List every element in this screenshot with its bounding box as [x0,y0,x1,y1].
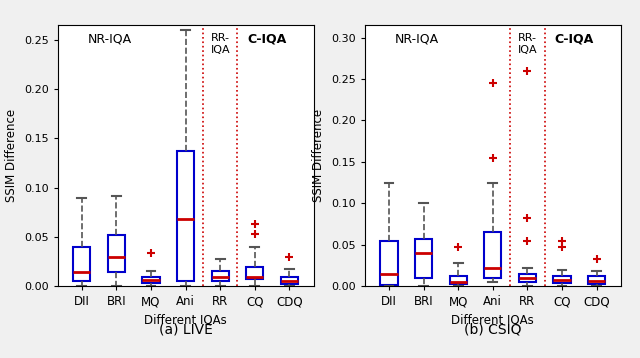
Y-axis label: SSIM Difference: SSIM Difference [312,109,326,202]
PathPatch shape [554,276,571,283]
X-axis label: Different IQAs: Different IQAs [144,314,227,327]
Text: (b) CSIQ: (b) CSIQ [464,322,522,336]
PathPatch shape [177,151,195,281]
PathPatch shape [246,267,264,279]
PathPatch shape [588,276,605,284]
Y-axis label: SSIM Difference: SSIM Difference [5,109,19,202]
PathPatch shape [519,274,536,282]
Text: NR-IQA: NR-IQA [395,33,439,46]
PathPatch shape [212,271,229,281]
PathPatch shape [142,276,159,284]
PathPatch shape [73,247,90,281]
Text: C-IQA: C-IQA [554,33,594,46]
Text: NR-IQA: NR-IQA [88,33,132,46]
Text: (a) LIVE: (a) LIVE [159,322,212,336]
PathPatch shape [415,239,432,278]
Text: C-IQA: C-IQA [247,33,287,46]
Text: RR-
IQA: RR- IQA [518,33,537,54]
PathPatch shape [449,276,467,284]
PathPatch shape [281,276,298,284]
PathPatch shape [380,241,397,285]
PathPatch shape [108,235,125,272]
X-axis label: Different IQAs: Different IQAs [451,314,534,327]
PathPatch shape [484,232,502,278]
Text: RR-
IQA: RR- IQA [211,33,230,54]
